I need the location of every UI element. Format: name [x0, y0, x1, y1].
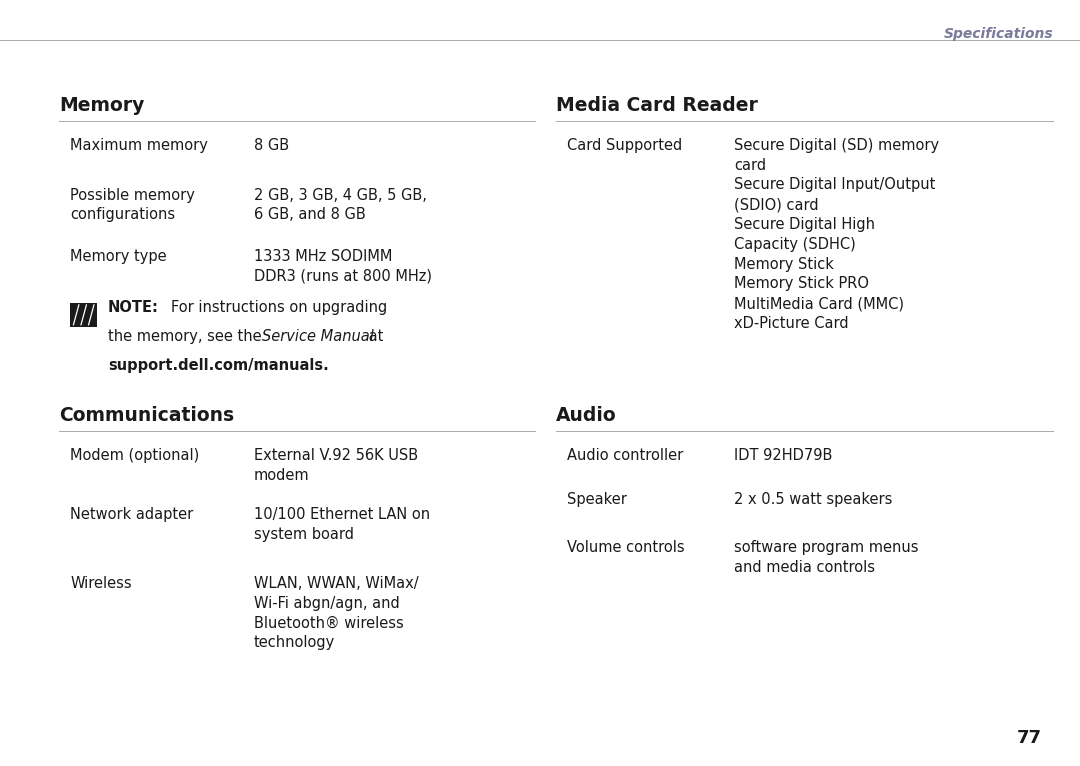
Text: Volume controls: Volume controls: [567, 540, 685, 555]
Text: External V.92 56K USB
modem: External V.92 56K USB modem: [254, 448, 418, 483]
Text: NOTE:: NOTE:: [108, 300, 159, 316]
Text: 2 GB, 3 GB, 4 GB, 5 GB,
6 GB, and 8 GB: 2 GB, 3 GB, 4 GB, 5 GB, 6 GB, and 8 GB: [254, 188, 427, 222]
Text: at: at: [364, 329, 383, 345]
Text: Modem (optional): Modem (optional): [70, 448, 200, 463]
Text: support.dell.com/manuals.: support.dell.com/manuals.: [108, 358, 328, 374]
Text: For instructions on upgrading: For instructions on upgrading: [171, 300, 387, 316]
Text: Communications: Communications: [59, 406, 234, 425]
Text: Audio: Audio: [556, 406, 617, 425]
Text: Media Card Reader: Media Card Reader: [556, 96, 758, 115]
Text: Secure Digital (SD) memory
card
Secure Digital Input/Output
(SDIO) card
Secure D: Secure Digital (SD) memory card Secure D…: [734, 138, 940, 331]
Text: Wireless: Wireless: [70, 576, 132, 591]
Text: Speaker: Speaker: [567, 492, 626, 507]
Text: software program menus
and media controls: software program menus and media control…: [734, 540, 919, 574]
Text: Card Supported: Card Supported: [567, 138, 683, 153]
Text: Memory: Memory: [59, 96, 145, 115]
Text: 2 x 0.5 watt speakers: 2 x 0.5 watt speakers: [734, 492, 893, 507]
Text: Audio controller: Audio controller: [567, 448, 684, 463]
Text: 8 GB: 8 GB: [254, 138, 289, 153]
Text: Service Manual: Service Manual: [262, 329, 375, 345]
Text: the memory, see the: the memory, see the: [108, 329, 267, 345]
Text: 10/100 Ethernet LAN on
system board: 10/100 Ethernet LAN on system board: [254, 507, 430, 542]
Text: Memory type: Memory type: [70, 249, 166, 264]
Text: 77: 77: [1017, 729, 1042, 747]
Text: 1333 MHz SODIMM
DDR3 (runs at 800 MHz): 1333 MHz SODIMM DDR3 (runs at 800 MHz): [254, 249, 432, 283]
Text: IDT 92HD79B: IDT 92HD79B: [734, 448, 833, 463]
Text: WLAN, WWAN, WiMax/
Wi-Fi abgn/agn, and
Bluetooth® wireless
technology: WLAN, WWAN, WiMax/ Wi-Fi abgn/agn, and B…: [254, 576, 418, 650]
Text: Maximum memory: Maximum memory: [70, 138, 208, 153]
Bar: [70, 303, 97, 327]
Text: Possible memory
configurations: Possible memory configurations: [70, 188, 195, 222]
Text: Network adapter: Network adapter: [70, 507, 193, 522]
Text: Specifications: Specifications: [943, 27, 1053, 41]
